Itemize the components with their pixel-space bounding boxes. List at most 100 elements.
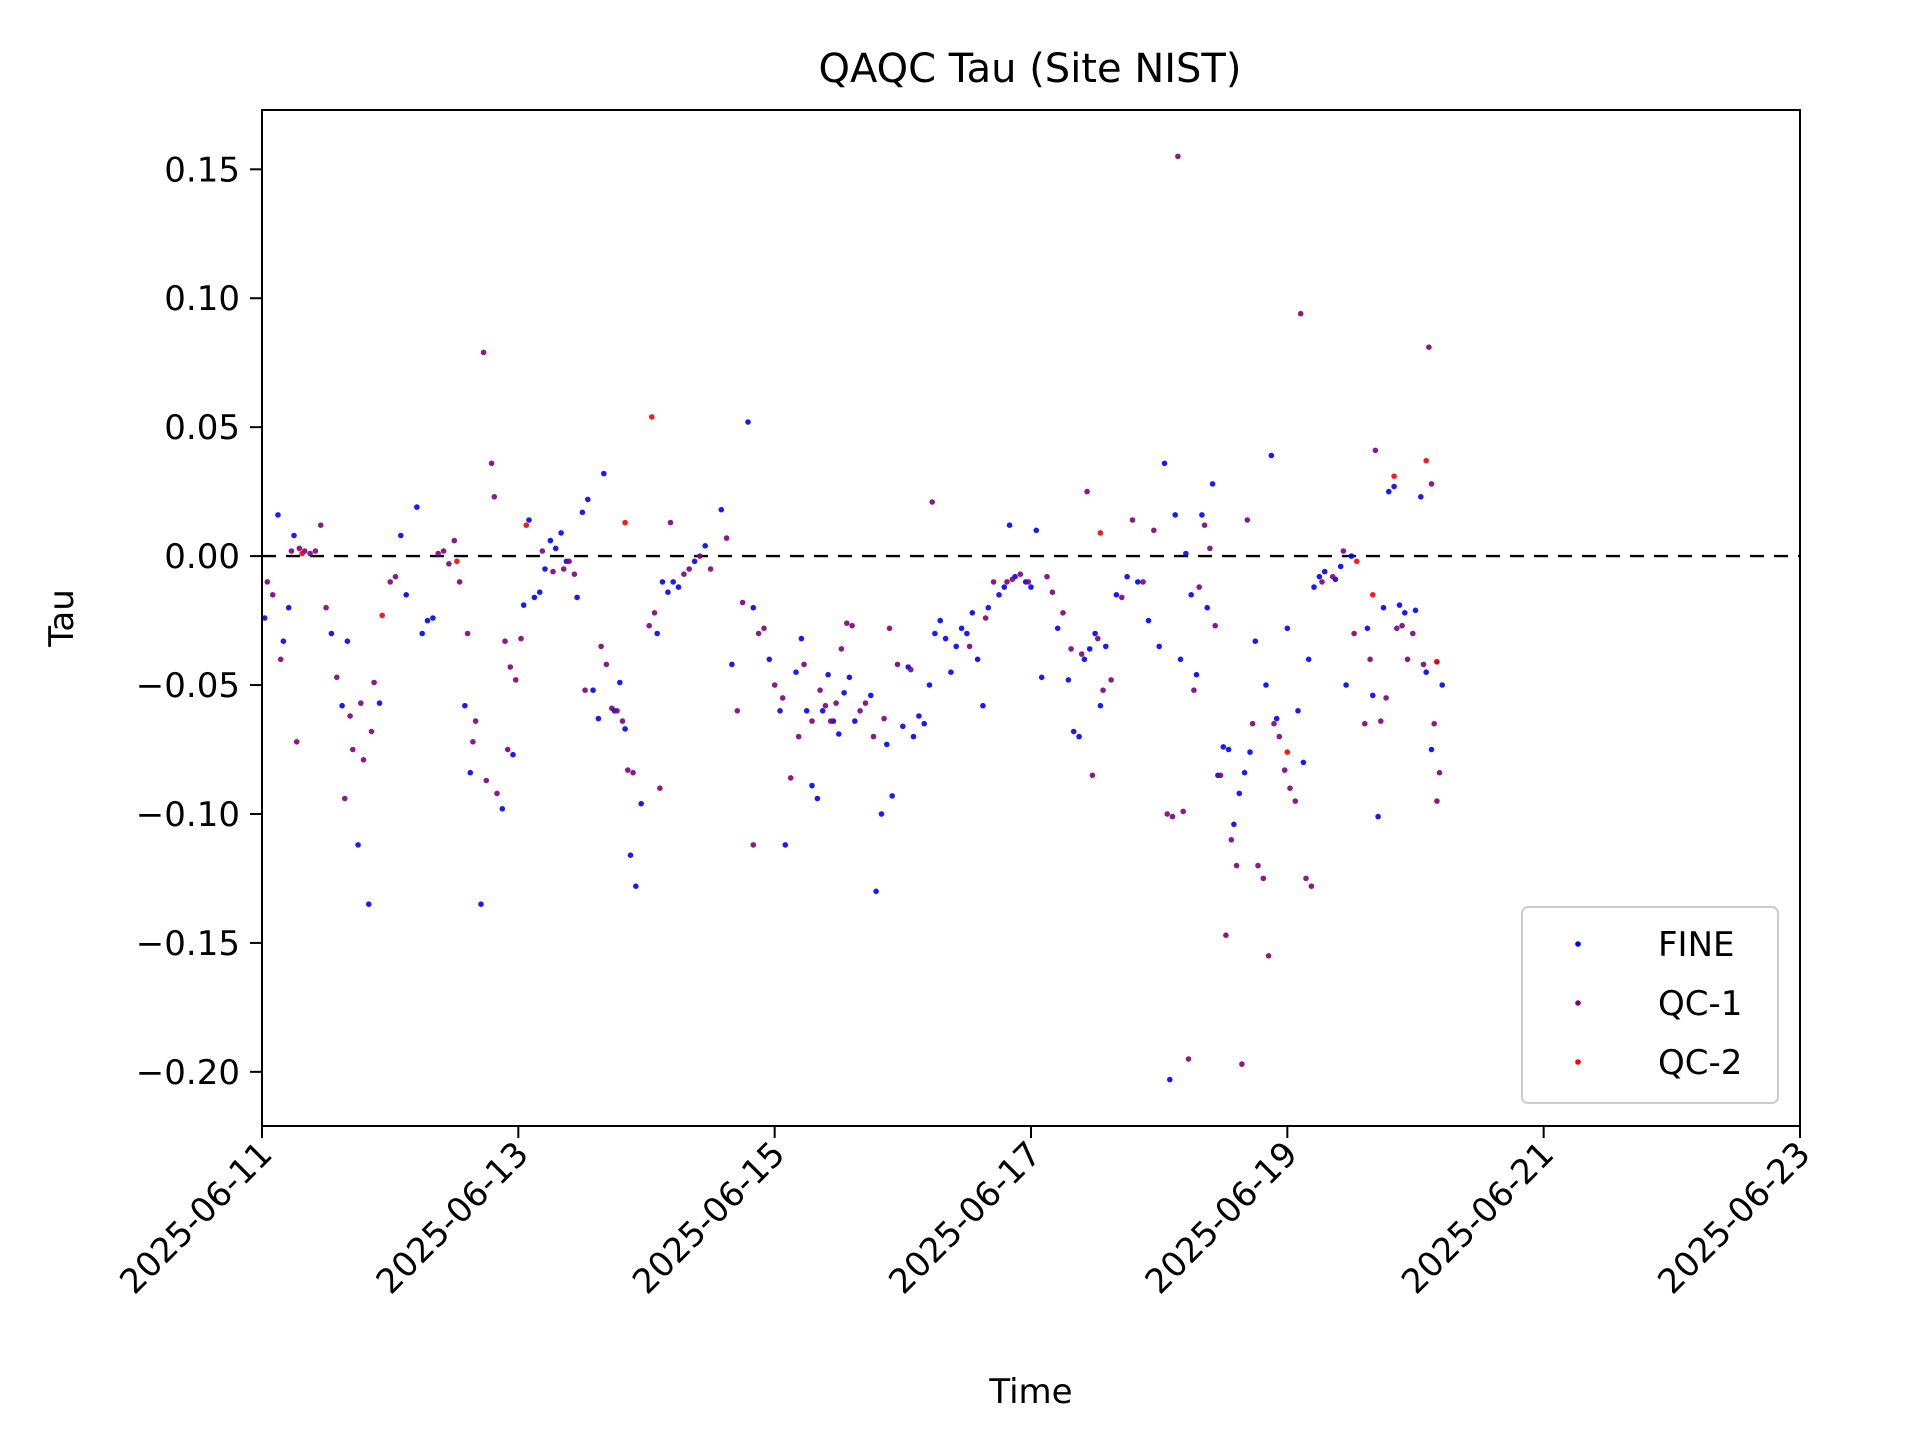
data-point-qc1 [1223, 932, 1229, 938]
data-point-fine [675, 584, 682, 590]
data-point-fine [1343, 682, 1349, 688]
data-point-fine [1225, 746, 1232, 753]
data-point-qc1 [982, 615, 989, 621]
data-point-qc2 [1391, 473, 1397, 480]
data-point-qc1 [472, 718, 479, 724]
data-point-fine [1273, 715, 1280, 722]
data-point-qc2 [1370, 592, 1376, 598]
data-point-qc1 [1378, 718, 1384, 724]
data-point-fine [595, 715, 602, 722]
data-point-qc1 [1049, 589, 1056, 595]
data-point-qc1 [550, 568, 556, 575]
data-point-fine [1006, 522, 1013, 528]
x-axis-label: Time [988, 1372, 1072, 1412]
legend-label-qc1: QC-1 [1658, 984, 1742, 1024]
data-point-fine [745, 419, 751, 425]
data-point-qc1 [350, 746, 356, 753]
data-point-fine [430, 615, 436, 621]
data-point-qc1 [512, 677, 519, 683]
data-point-qc1 [734, 708, 741, 714]
data-point-fine [622, 726, 628, 732]
data-point-qc2 [379, 612, 386, 619]
data-point-qc1 [269, 592, 276, 598]
data-point-fine [1193, 671, 1200, 678]
data-point-qc1 [368, 728, 375, 735]
data-point-qc1 [334, 674, 340, 681]
data-point-fine [414, 504, 420, 510]
data-point-fine [1097, 702, 1104, 709]
legend-marker-fine [1575, 941, 1581, 947]
data-point-qc1 [1212, 622, 1218, 629]
data-point-qc1 [838, 646, 845, 652]
data-point-qc1 [646, 622, 652, 629]
data-point-qc1 [451, 537, 458, 544]
data-point-fine [585, 496, 591, 503]
data-point-qc1 [1319, 579, 1325, 585]
data-point-qc1 [881, 715, 887, 722]
data-point-qc1 [1191, 687, 1197, 693]
data-point-fine [948, 669, 954, 675]
data-point-fine [1412, 607, 1419, 614]
data-point-fine [1284, 625, 1291, 632]
chart-title: QAQC Tau (Site NIST) [819, 46, 1242, 92]
data-point-qc1 [651, 610, 658, 616]
data-point-fine [499, 806, 506, 812]
data-point-fine [638, 800, 644, 807]
data-point-qc1 [822, 702, 829, 709]
y-tick-label: −0.20 [136, 1053, 240, 1093]
data-point-fine [1070, 728, 1077, 735]
data-point-qc1 [1180, 808, 1186, 815]
data-point-fine [836, 731, 842, 737]
y-tick-label: 0.00 [164, 537, 240, 577]
data-point-qc1 [504, 746, 511, 753]
data-point-fine [1092, 630, 1098, 637]
data-point-fine [1247, 749, 1253, 755]
data-point-fine [1380, 604, 1387, 611]
data-point-fine [841, 690, 847, 696]
data-point-qc1 [609, 705, 615, 712]
data-point-qc1 [347, 713, 353, 719]
legend-label-fine: FINE [1658, 925, 1735, 965]
data-point-qc1 [1217, 772, 1224, 779]
data-point-fine [974, 656, 981, 663]
data-point-fine [291, 532, 297, 539]
data-point-qc1 [440, 548, 447, 554]
data-point-qc1 [1265, 953, 1272, 959]
data-point-qc1 [1276, 733, 1283, 740]
data-point-fine [542, 566, 548, 572]
data-point-fine [942, 635, 949, 642]
data-point-fine [1263, 682, 1269, 688]
data-point-fine [1236, 790, 1243, 797]
data-point-fine [702, 543, 708, 549]
data-point-fine [1241, 769, 1248, 776]
data-points-layer [261, 153, 1445, 1083]
data-point-qc1 [1436, 769, 1443, 776]
data-point-fine [1188, 592, 1194, 598]
data-point-fine [1402, 610, 1408, 616]
data-point-fine [889, 793, 895, 799]
data-point-qc1 [539, 548, 546, 554]
data-point-qc1 [1271, 720, 1277, 727]
data-point-qc1 [833, 700, 839, 706]
data-point-qc1 [1233, 862, 1240, 869]
data-point-fine [953, 643, 959, 650]
data-point-qc1 [571, 571, 578, 577]
data-point-fine [526, 517, 532, 523]
data-point-qc1 [849, 622, 855, 629]
data-point-qc2 [622, 519, 628, 526]
data-point-fine [926, 682, 933, 688]
data-point-qc1 [1244, 517, 1251, 523]
data-point-fine [1396, 602, 1403, 608]
data-point-qc1 [1340, 548, 1347, 554]
data-point-qc1 [507, 664, 514, 670]
data-point-qc1 [360, 757, 367, 763]
data-point-fine [718, 506, 725, 513]
data-point-fine [1423, 669, 1429, 675]
data-point-qc1 [908, 666, 914, 673]
data-point-fine [852, 718, 858, 724]
data-point-fine [782, 842, 789, 848]
data-point-qc1 [1281, 767, 1288, 773]
data-point-qc1 [1100, 687, 1106, 693]
data-point-qc1 [779, 695, 786, 701]
data-point-fine [1375, 813, 1381, 820]
